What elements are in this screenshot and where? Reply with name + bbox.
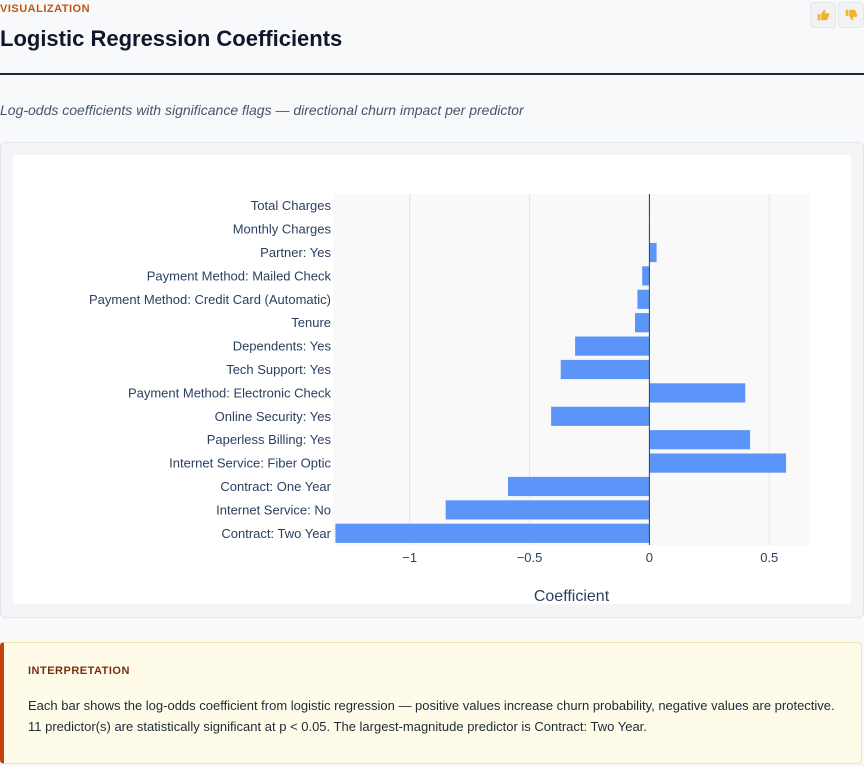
y-tick-label: Tenure	[291, 315, 331, 330]
bar	[637, 289, 650, 309]
x-tick-label: 0	[646, 550, 653, 565]
bar	[560, 359, 650, 380]
y-tick-label: Paperless Billing: Yes	[207, 432, 332, 447]
thumbs-up-button[interactable]	[810, 2, 836, 28]
bar	[649, 383, 746, 403]
y-tick-label: Payment Method: Mailed Check	[147, 268, 332, 283]
eyebrow-label: VISUALIZATION	[0, 3, 91, 15]
bar	[551, 406, 650, 426]
bar	[649, 453, 787, 473]
y-tick-label: Total Charges	[251, 198, 332, 213]
y-tick-label: Partner: Yes	[260, 245, 331, 260]
interpretation-panel: INTERPRETATION Each bar shows the log-od…	[0, 642, 862, 764]
y-tick-label: Contract: One Year	[220, 479, 331, 494]
y-tick-label: Internet Service: Fiber Optic	[169, 456, 331, 471]
y-tick-label: Internet Service: No	[216, 502, 331, 517]
y-tick-label: Payment Method: Credit Card (Automatic)	[89, 292, 331, 307]
interpretation-text: Each bar shows the log-odds coefficient …	[28, 698, 835, 734]
bar	[445, 500, 650, 520]
y-tick-label: Tech Support: Yes	[226, 362, 331, 377]
thumbs-down-button[interactable]	[838, 2, 864, 28]
x-axis-title: Coefficient	[534, 588, 610, 604]
bar	[507, 476, 650, 497]
thumbs-up-icon	[817, 9, 830, 21]
y-tick-label: Online Security: Yes	[215, 409, 332, 424]
y-tick-label: Monthly Charges	[233, 222, 332, 237]
y-tick-label: Dependents: Yes	[233, 339, 332, 354]
bar	[642, 266, 650, 286]
bar	[575, 336, 650, 356]
interpretation-heading: INTERPRETATION	[28, 665, 130, 677]
chart-container: −1 −0.5 0 0.5 Total Charges Monthly Charges Pa…	[13, 155, 851, 605]
x-tick-label: 0.5	[760, 550, 778, 565]
chart-subtitle: Log-odds coefficients with significance …	[0, 102, 524, 118]
bar	[649, 430, 751, 450]
y-tick-label: Contract: Two Year	[221, 526, 331, 541]
x-tick-label: −1	[402, 550, 417, 565]
page-title: Logistic Regression Coefficients	[0, 26, 343, 51]
x-tick-label: −0.5	[517, 550, 543, 565]
y-tick-label: Payment Method: Electronic Check	[128, 385, 332, 400]
bar	[635, 313, 650, 333]
bar	[649, 242, 657, 263]
header-divider	[0, 73, 864, 75]
bar	[335, 523, 650, 543]
coefficient-chart: −1 −0.5 0 0.5 Total Charges Monthly Charges Pa…	[89, 194, 810, 605]
thumbs-down-icon	[845, 9, 858, 21]
